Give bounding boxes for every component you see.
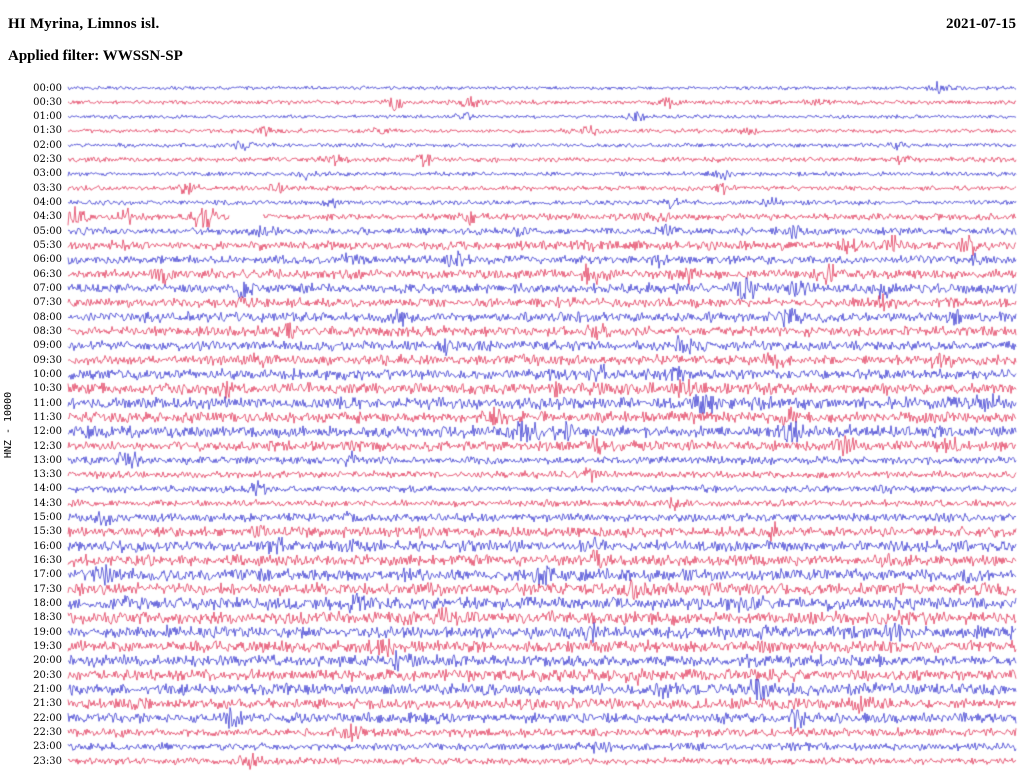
helicorder-trace-canvas [0, 0, 1024, 780]
seismogram-page: { "header": { "station_title": "HI Myrin… [0, 0, 1024, 780]
